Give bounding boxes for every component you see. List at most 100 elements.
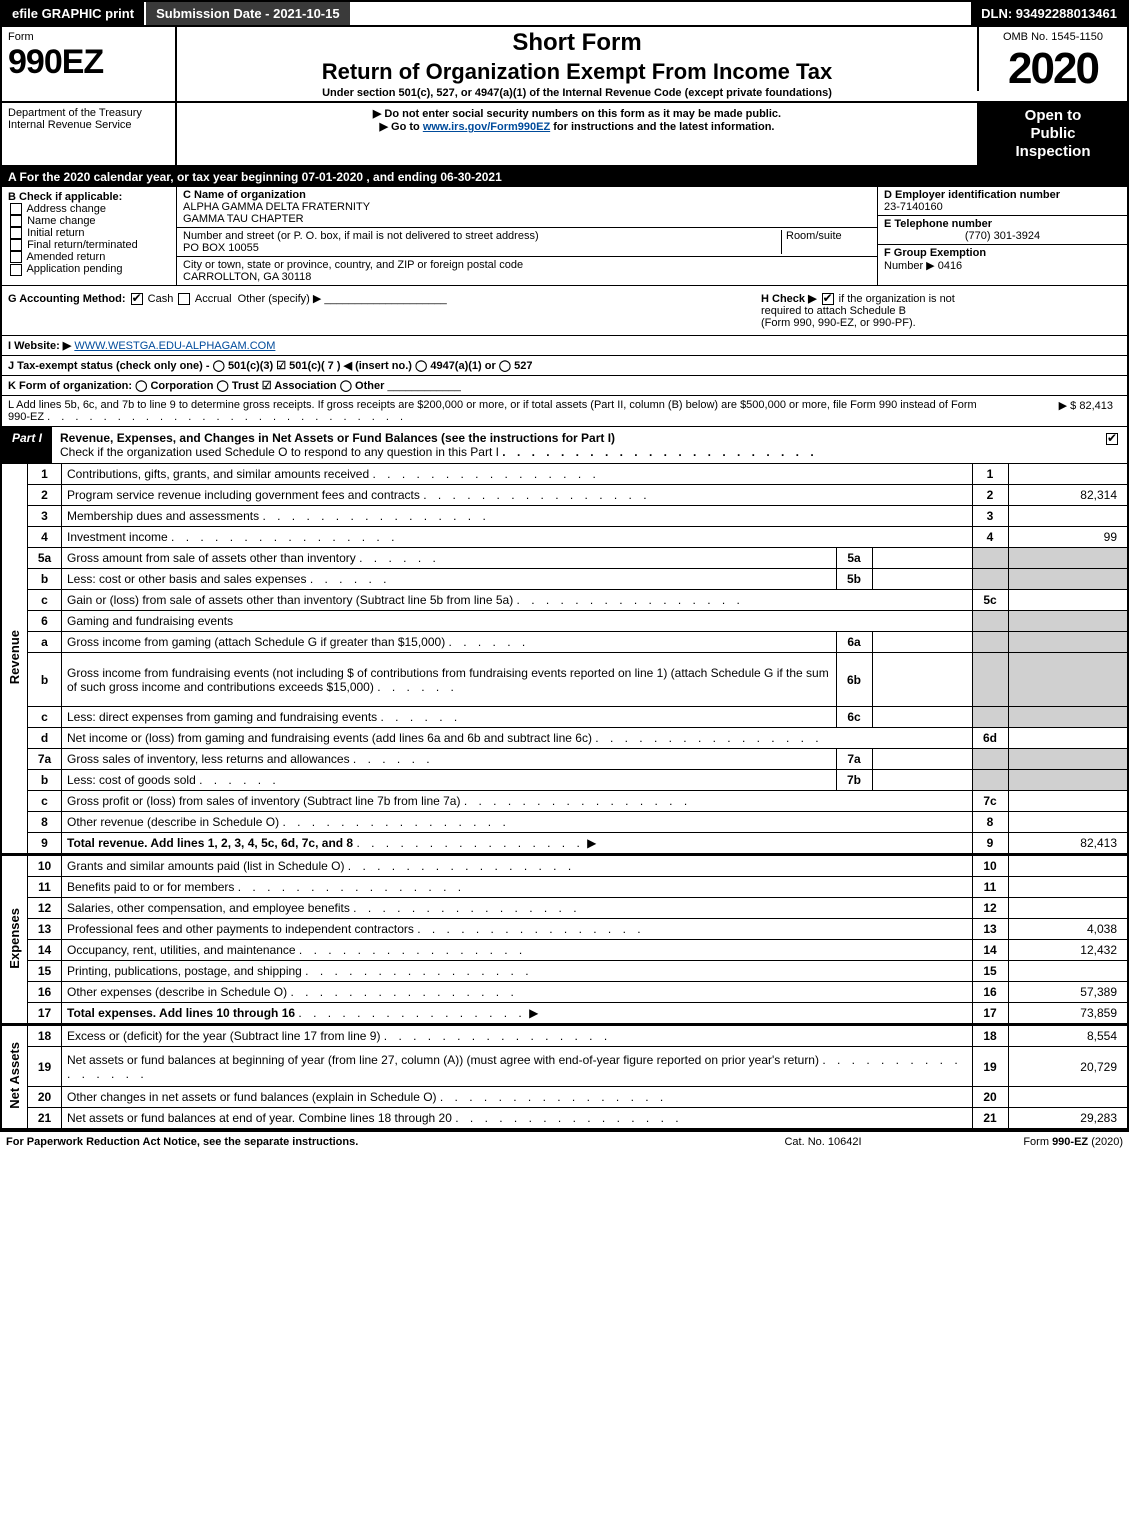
line-desc: Excess or (deficit) for the year (Subtra…	[62, 1025, 973, 1047]
right-num: 2	[972, 485, 1008, 506]
line-desc: Gross income from gaming (attach Schedul…	[62, 632, 837, 653]
line-desc: Investment income . . . . . . . . . . . …	[62, 527, 973, 548]
right-val	[1008, 898, 1128, 919]
mid-label: 7b	[836, 770, 872, 791]
cb-accrual[interactable]	[178, 293, 190, 305]
catalog-number: Cat. No. 10642I	[723, 1136, 923, 1148]
right-num: 5c	[972, 590, 1008, 611]
right-num: 3	[972, 506, 1008, 527]
line-desc: Contributions, gifts, grants, and simila…	[62, 464, 973, 485]
short-form-title: Short Form	[183, 29, 971, 57]
j-text: J Tax-exempt status (check only one) - ◯…	[8, 360, 533, 372]
e-phone-value: (770) 301-3924	[884, 230, 1121, 242]
right-val	[1008, 855, 1128, 877]
line-number: 17	[28, 1003, 62, 1024]
table-row: 12Salaries, other compensation, and empl…	[1, 898, 1128, 919]
right-num: 21	[972, 1108, 1008, 1130]
cb-amended-return[interactable]: Amended return	[8, 251, 170, 263]
line-desc: Less: direct expenses from gaming and fu…	[62, 707, 837, 728]
form-ref: Form 990-EZ (2020)	[923, 1136, 1123, 1148]
table-row: 17Total expenses. Add lines 10 through 1…	[1, 1003, 1128, 1024]
tax-year: 2020	[979, 47, 1127, 91]
cb-cash[interactable]	[131, 293, 143, 305]
form-number: 990EZ	[8, 43, 169, 82]
section-def: D Employer identification number 23-7140…	[877, 187, 1127, 285]
table-row: 8Other revenue (describe in Schedule O) …	[1, 812, 1128, 833]
table-row: aGross income from gaming (attach Schedu…	[1, 632, 1128, 653]
table-row: 6Gaming and fundraising events	[1, 611, 1128, 632]
website-link[interactable]: WWW.WESTGA.EDU-ALPHAGAM.COM	[74, 340, 275, 352]
right-val	[1008, 791, 1128, 812]
section-label-expenses: Expenses	[1, 855, 28, 1024]
section-b-label: B Check if applicable:	[8, 191, 170, 203]
right-num-shade	[972, 653, 1008, 707]
line-desc: Printing, publications, postage, and shi…	[62, 961, 973, 982]
right-val: 12,432	[1008, 940, 1128, 961]
tax-period-bar: A For the 2020 calendar year, or tax yea…	[0, 167, 1129, 187]
right-val: 82,413	[1008, 833, 1128, 854]
expenses-table: Expenses10Grants and similar amounts pai…	[0, 854, 1129, 1024]
cb-initial-return[interactable]: Initial return	[8, 227, 170, 239]
right-val	[1008, 590, 1128, 611]
e-phone-label: E Telephone number	[884, 218, 992, 230]
efile-print-button[interactable]: efile GRAPHIC print	[2, 2, 146, 25]
table-row: bLess: cost of goods sold . . . . . .7b	[1, 770, 1128, 791]
mid-value	[872, 707, 972, 728]
irs-link[interactable]: www.irs.gov/Form990EZ	[423, 121, 550, 133]
part-1-check[interactable]	[1097, 427, 1127, 463]
right-num: 6d	[972, 728, 1008, 749]
line-desc: Gross income from fundraising events (no…	[62, 653, 837, 707]
right-num: 17	[972, 1003, 1008, 1024]
cb-final-return[interactable]: Final return/terminated	[8, 239, 170, 251]
cb-address-change[interactable]: Address change	[8, 203, 170, 215]
table-row: Net Assets18Excess or (deficit) for the …	[1, 1025, 1128, 1047]
right-num: 18	[972, 1025, 1008, 1047]
department-cell: Department of the Treasury Internal Reve…	[2, 103, 177, 165]
row-h: H Check ▶ if the organization is not req…	[761, 292, 1121, 329]
f-group-label: F Group Exemption	[884, 247, 986, 259]
cb-application-pending[interactable]: Application pending	[8, 263, 170, 275]
right-val-shade	[1008, 653, 1128, 707]
mid-label: 7a	[836, 749, 872, 770]
line-number: 21	[28, 1108, 62, 1130]
open-line3: Inspection	[983, 143, 1123, 161]
right-val-shade	[1008, 707, 1128, 728]
l-amount: 82,413	[1079, 400, 1113, 412]
right-num: 12	[972, 898, 1008, 919]
right-val-shade	[1008, 632, 1128, 653]
line-number: 16	[28, 982, 62, 1003]
ssn-warning: ▶ Do not enter social security numbers o…	[183, 107, 971, 120]
paperwork-notice: For Paperwork Reduction Act Notice, see …	[6, 1136, 723, 1148]
subtitle: Under section 501(c), 527, or 4947(a)(1)…	[183, 87, 971, 99]
line-desc: Less: cost of goods sold . . . . . .	[62, 770, 837, 791]
right-val	[1008, 812, 1128, 833]
right-num: 9	[972, 833, 1008, 854]
table-row: Expenses10Grants and similar amounts pai…	[1, 855, 1128, 877]
city-value: CARROLLTON, GA 30118	[183, 271, 311, 283]
mid-value	[872, 749, 972, 770]
right-num-shade	[972, 632, 1008, 653]
line-desc: Program service revenue including govern…	[62, 485, 973, 506]
mid-label: 6b	[836, 653, 872, 707]
right-val	[1008, 464, 1128, 485]
goto-instructions: ▶ Go to www.irs.gov/Form990EZ for instru…	[183, 120, 971, 133]
mid-label: 6c	[836, 707, 872, 728]
mid-label: 5b	[836, 569, 872, 590]
line-desc: Other revenue (describe in Schedule O) .…	[62, 812, 973, 833]
top-bar: efile GRAPHIC print Submission Date - 20…	[0, 0, 1129, 27]
table-row: cGross profit or (loss) from sales of in…	[1, 791, 1128, 812]
right-val-shade	[1008, 749, 1128, 770]
form-label: Form	[8, 31, 169, 43]
cb-schedule-b[interactable]	[822, 293, 834, 305]
line-number: b	[28, 770, 62, 791]
table-row: 15Printing, publications, postage, and s…	[1, 961, 1128, 982]
cb-name-change[interactable]: Name change	[8, 215, 170, 227]
mid-value	[872, 632, 972, 653]
table-row: bGross income from fundraising events (n…	[1, 653, 1128, 707]
right-val: 57,389	[1008, 982, 1128, 1003]
mid-value	[872, 548, 972, 569]
l-prefix: ▶ $	[1059, 400, 1080, 412]
line-desc: Gross amount from sale of assets other t…	[62, 548, 837, 569]
line-desc: Other changes in net assets or fund bala…	[62, 1087, 973, 1108]
row-j: J Tax-exempt status (check only one) - ◯…	[0, 356, 1129, 376]
